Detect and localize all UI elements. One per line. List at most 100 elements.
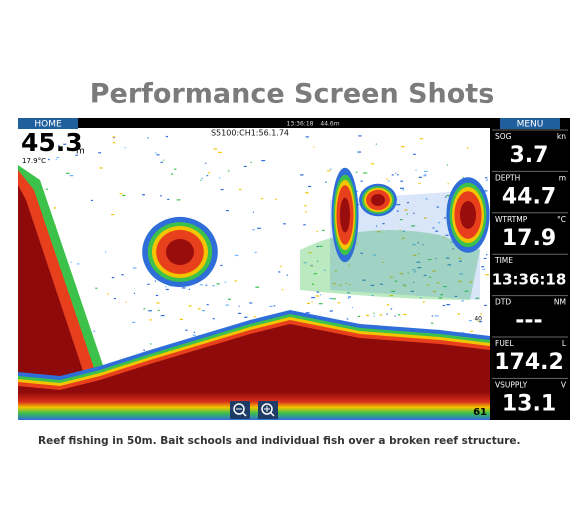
echo <box>311 296 315 299</box>
echo <box>318 303 323 305</box>
zoom-in[interactable] <box>258 401 278 419</box>
echo <box>397 174 399 176</box>
echo <box>311 301 313 303</box>
echo <box>412 153 416 155</box>
echo <box>149 319 152 321</box>
echo <box>206 175 209 177</box>
echo <box>438 297 443 299</box>
panel-value: 17.9 <box>502 226 556 251</box>
echo <box>484 304 487 307</box>
echo <box>174 168 177 170</box>
echo <box>482 268 486 270</box>
echo <box>316 230 319 233</box>
zoom-out[interactable] <box>230 401 250 419</box>
echo <box>299 174 304 176</box>
sea-bed-return <box>18 392 490 420</box>
channel-label: S5100:CH1:56.1.74 <box>211 129 289 138</box>
echo <box>446 194 450 197</box>
echo <box>400 146 405 148</box>
echo <box>227 170 230 172</box>
echo <box>303 224 306 226</box>
echo <box>218 177 221 179</box>
panel-label: VSUPPLY <box>495 380 528 389</box>
echo <box>402 284 406 286</box>
echo <box>315 295 320 297</box>
echo <box>447 183 450 185</box>
scale-label: 40 <box>474 316 482 323</box>
echo <box>283 223 286 225</box>
echo <box>394 315 396 317</box>
echo <box>193 331 196 333</box>
echo <box>436 282 440 284</box>
echo <box>486 179 488 181</box>
echo <box>269 305 273 308</box>
echo-haze <box>330 190 480 300</box>
echo <box>149 343 152 345</box>
echo <box>412 243 416 246</box>
home-button[interactable] <box>18 118 78 129</box>
echo <box>201 178 204 180</box>
echo <box>224 281 227 283</box>
echo <box>396 204 401 206</box>
echo <box>427 258 432 261</box>
echo <box>397 314 401 316</box>
echo <box>181 287 186 289</box>
echo <box>206 304 209 306</box>
echo <box>483 190 488 192</box>
echo <box>69 175 74 177</box>
echo <box>220 264 223 267</box>
echo <box>386 178 388 180</box>
echo <box>373 312 375 314</box>
echo <box>464 290 469 292</box>
echo <box>310 264 314 266</box>
echo <box>156 154 160 156</box>
menu-label: MENU <box>517 120 544 130</box>
echo <box>403 189 405 191</box>
echo <box>379 283 383 285</box>
menu-button[interactable] <box>500 118 560 129</box>
echo <box>410 290 415 292</box>
echo <box>319 245 323 248</box>
echo <box>355 190 359 192</box>
echo <box>113 297 116 300</box>
echo <box>329 297 333 300</box>
echo <box>65 172 70 174</box>
echo <box>377 231 381 233</box>
echo <box>157 309 160 312</box>
echo <box>396 210 399 212</box>
echo <box>418 176 422 178</box>
echo <box>143 308 146 310</box>
echo <box>239 188 242 191</box>
echo <box>413 281 415 284</box>
echo <box>337 302 341 304</box>
panel-label: WTRTMP <box>495 215 528 224</box>
panel-value: 13.1 <box>502 391 556 416</box>
echo <box>424 174 427 176</box>
echo <box>339 284 342 286</box>
echo <box>382 261 385 264</box>
echo <box>121 274 124 276</box>
echo <box>450 241 453 243</box>
echo <box>163 159 165 161</box>
echo <box>156 302 160 304</box>
echo <box>95 287 98 289</box>
water-temp: 17.9°C <box>22 157 46 165</box>
echo <box>444 196 447 198</box>
echo <box>93 330 96 332</box>
echo <box>432 270 437 272</box>
echo <box>347 297 350 300</box>
echo <box>399 229 401 231</box>
echo <box>147 283 150 285</box>
echo <box>446 304 451 306</box>
echo <box>98 152 102 154</box>
echo <box>303 262 307 264</box>
echo <box>401 237 405 239</box>
echo <box>461 300 465 302</box>
echo <box>308 252 312 254</box>
echo <box>360 180 363 182</box>
echo <box>394 280 398 282</box>
echo <box>316 245 320 248</box>
echo <box>360 252 364 254</box>
echo <box>431 315 434 317</box>
echo <box>418 253 420 255</box>
